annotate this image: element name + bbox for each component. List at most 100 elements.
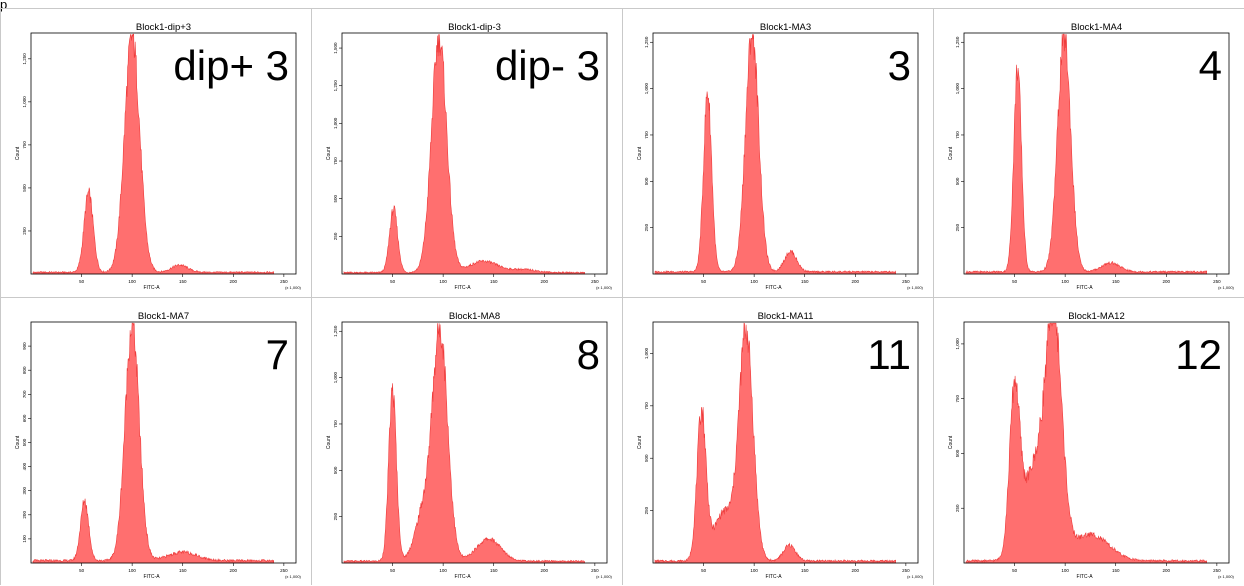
x-axis-label: FITC-A [765,285,782,291]
plot-frame [652,321,919,564]
grid-line-col-3 [933,8,934,585]
x-tick-label: 100 [1061,279,1069,284]
y-tick-label: 1,250 [333,325,338,337]
y-axis-label: Count [326,435,332,449]
histogram-panel-5: Block1-MA7 50 100 150 200 250 100 200 300 400 500 6… [0,297,311,586]
plot-frame [341,32,608,275]
plot-frame [963,32,1230,275]
x-axis-label: FITC-A [454,285,471,291]
x-tick-label: 250 [280,568,288,573]
histogram-area [32,33,274,275]
histogram-svg: Block1-MA12 50 100 150 200 250 250 500 750 1,000 F… [948,311,1235,580]
y-tick-label: 250 [644,506,649,514]
y-tick-label: 250 [333,512,338,520]
y-tick-label: 500 [333,194,338,202]
x-tick-label: 100 [1061,568,1069,573]
x-tick-label: 250 [1213,568,1221,573]
y-tick-label: 250 [333,232,338,240]
y-tick-label: 500 [22,184,27,192]
histogram-panel-2: Block1-dip-3 50 100 150 200 250 250 500 750 1,000… [311,8,622,297]
y-axis-label: Count [15,146,21,160]
x-unit-label: (x 1,000) [285,285,301,290]
x-axis-label: FITC-A [143,574,160,580]
overlay-label: 11 [867,331,911,378]
overlay-label: 12 [1175,331,1222,378]
y-tick-label: 500 [644,454,649,462]
y-tick-label: 200 [22,511,27,519]
x-tick-label: 100 [750,568,758,573]
x-unit-label: (x 1,000) [1218,574,1234,579]
plot-frame [30,321,297,564]
histogram-area [343,34,585,275]
overlay-label: 8 [576,331,600,378]
x-tick-label: 250 [902,279,910,284]
y-tick-label: 250 [955,223,960,231]
chart-title: Block1-MA3 [760,22,811,33]
x-tick-label: 150 [1112,279,1120,284]
x-tick-label: 150 [179,568,187,573]
histogram-svg: Block1-MA3 50 100 150 200 250 250 500 750 1,000 1,… [637,22,924,291]
grid-line-col-1 [311,8,312,585]
x-tick-label: 200 [852,279,860,284]
x-tick-label: 50 [79,568,85,573]
y-axis-label: Count [948,435,954,449]
x-unit-label: (x 1,000) [596,574,612,579]
y-tick-label: 1,000 [333,371,338,383]
grid-line-col-2 [622,8,623,585]
y-tick-label: 250 [955,504,960,512]
x-tick-label: 150 [801,568,809,573]
histogram-area [965,322,1207,564]
y-tick-label: 750 [333,157,338,165]
histogram-panel-3: Block1-MA3 50 100 150 200 250 250 500 750 1,000 1,… [622,8,933,297]
x-tick-label: 250 [902,568,910,573]
y-tick-label: 1,000 [644,82,649,94]
x-axis-label: FITC-A [143,285,160,291]
grid-line-left [0,8,1,585]
histogram-panel-7: Block1-MA11 50 100 150 200 250 250 500 750 1,000 F… [622,297,933,586]
x-unit-label: (x 1,000) [1218,285,1234,290]
x-unit-label: (x 1,000) [596,285,612,290]
histogram-svg: Block1-MA11 50 100 150 200 250 250 500 750 1,000 F… [637,311,924,580]
y-tick-label: 250 [644,223,649,231]
y-tick-label: 750 [644,131,649,139]
y-tick-label: 700 [22,390,27,398]
overlay-label: 7 [265,331,289,378]
x-axis-label: FITC-A [1076,574,1093,580]
histogram-area [343,323,585,564]
x-tick-label: 250 [1213,279,1221,284]
y-tick-label: 500 [22,438,27,446]
y-axis-label: Count [948,146,954,160]
x-tick-label: 200 [230,279,238,284]
x-axis-label: FITC-A [1076,285,1093,291]
y-tick-label: 1,250 [333,80,338,92]
histogram-panel-6: Block1-MA8 50 100 150 200 250 250 500 750 1,000 1,… [311,297,622,586]
x-unit-label: (x 1,000) [907,574,923,579]
x-tick-label: 200 [1163,568,1171,573]
x-tick-label: 200 [230,568,238,573]
y-axis-label: Count [326,146,332,160]
x-tick-label: 150 [179,279,187,284]
overlay-label: dip+ 3 [173,42,289,89]
y-tick-label: 1,250 [22,53,27,65]
x-tick-label: 200 [1163,279,1171,284]
x-tick-label: 100 [750,279,758,284]
y-axis-label: Count [637,435,643,449]
y-tick-label: 1,250 [955,36,960,48]
x-unit-label: (x 1,000) [907,285,923,290]
y-tick-label: 250 [22,227,27,235]
y-tick-label: 100 [22,535,27,543]
histogram-area [32,322,274,564]
x-tick-label: 250 [280,279,288,284]
histogram-area [965,33,1207,275]
x-tick-label: 150 [490,568,498,573]
y-tick-label: 750 [955,131,960,139]
y-tick-label: 750 [955,394,960,402]
y-tick-label: 1,000 [955,82,960,94]
y-axis-label: Count [15,435,21,449]
x-tick-label: 100 [439,279,447,284]
plot-frame [341,321,608,564]
histogram-area [654,34,896,275]
histogram-panel-8: Block1-MA12 50 100 150 200 250 250 500 750 1,000 F… [933,297,1244,586]
x-tick-label: 50 [79,279,85,284]
x-tick-label: 250 [591,568,599,573]
